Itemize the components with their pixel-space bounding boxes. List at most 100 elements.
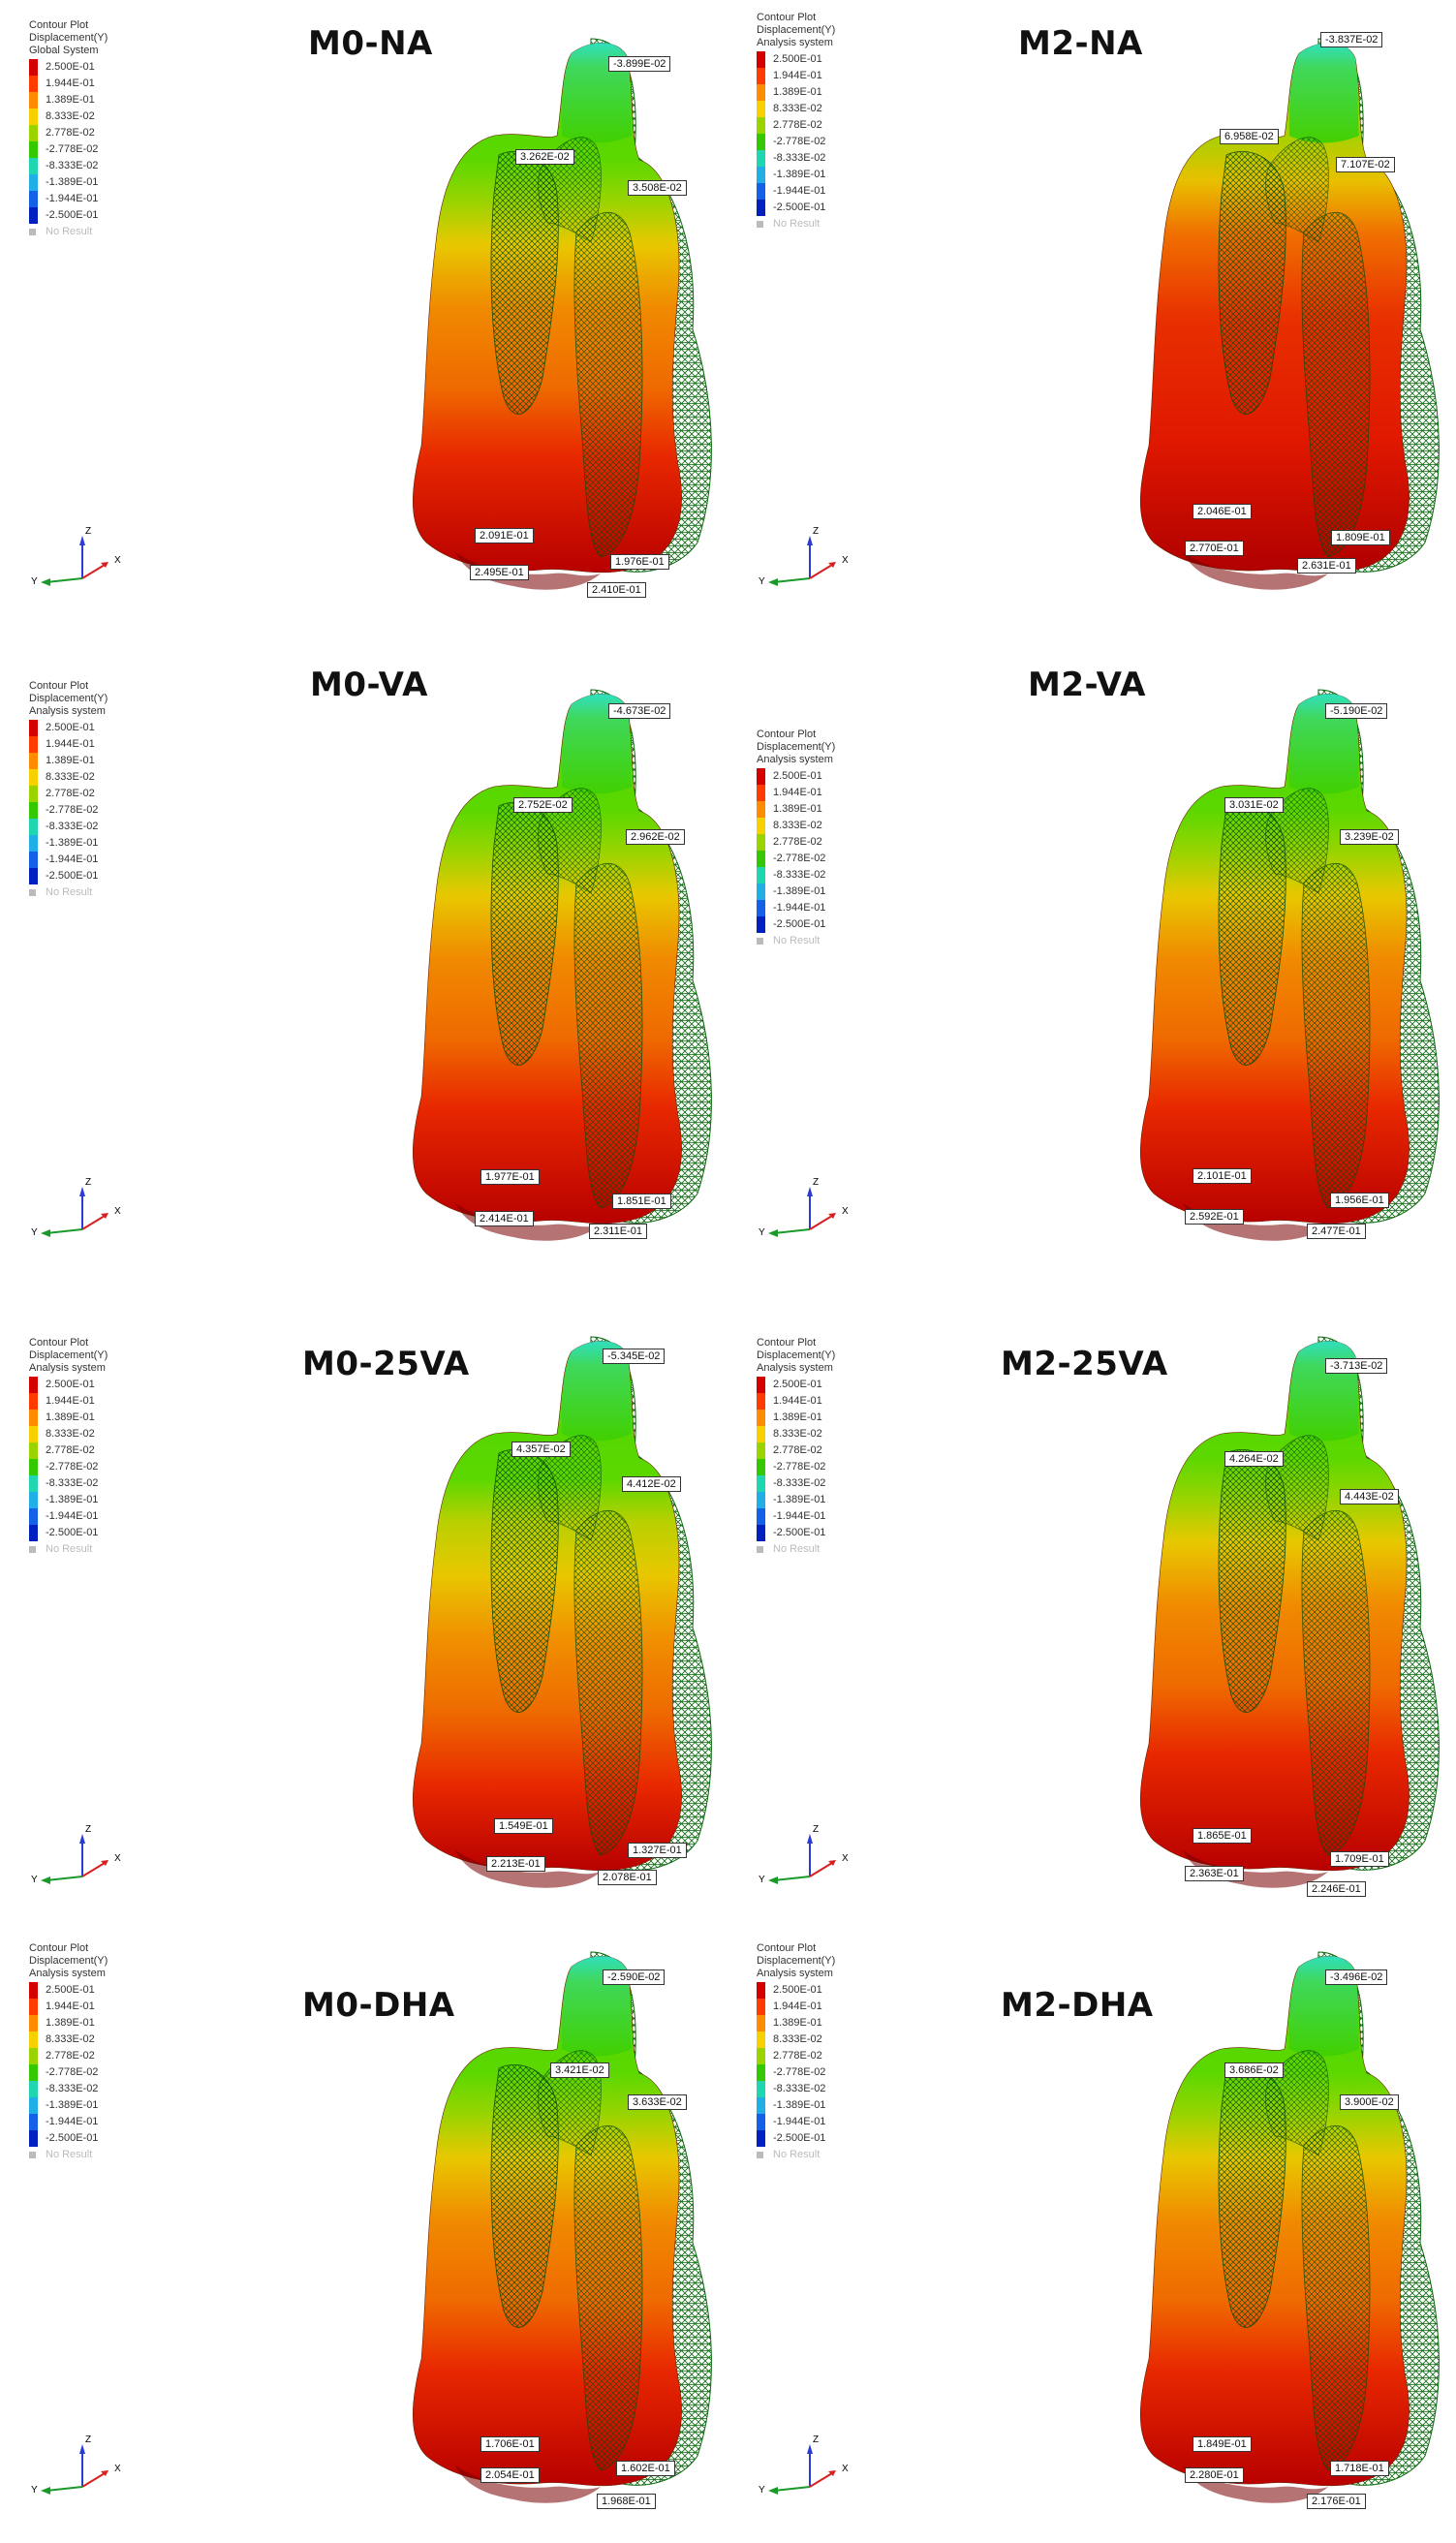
displacement-value-label: 2.176E-01 [1307,2494,1366,2509]
legend-entry: 2.778E-02 [29,125,108,141]
legend-value: -8.333E-02 [46,2083,99,2094]
panel-title: M2-25VA [1001,1345,1168,1383]
legend-header: Contour Plot Displacement(Y) Analysis sy… [757,1337,835,1375]
mesh-crown-top [538,1435,602,1541]
legend-entry: 1.944E-01 [757,68,835,84]
displacement-value-label: 1.851E-01 [612,1194,671,1209]
legend-entry: -8.333E-02 [29,819,108,835]
tooth-contour-model [413,1951,712,2503]
axis-triad: Z Y X [29,1824,126,1904]
legend-swatch [29,1999,38,2015]
x-axis-line [81,564,106,579]
legend-no-result: No Result [757,2147,835,2163]
legend-entry: -1.389E-01 [29,174,108,191]
legend-swatch [29,769,38,786]
legend-header: Contour Plot Displacement(Y) Analysis sy… [757,1942,835,1980]
tooth-contour-model [413,1336,712,1888]
legend-quantity: Displacement(Y) [29,693,108,704]
displacement-value-label: 2.101E-01 [1193,1168,1252,1184]
legend-value: 2.778E-02 [773,2050,822,2062]
legend-swatch [29,59,38,76]
displacement-value-label: 2.631E-01 [1297,558,1356,574]
legend-value: 2.778E-02 [773,1444,822,1456]
legend-value: 1.944E-01 [46,2000,95,2012]
legend-value: 2.500E-01 [773,1379,822,1390]
legend-swatch [29,786,38,802]
displacement-value-label: 1.706E-01 [480,2436,540,2452]
displacement-value-label: 1.718E-01 [1330,2461,1389,2476]
panel-title: M0-25VA [302,1345,470,1383]
legend-swatch [757,2114,765,2130]
legend-quantity: Displacement(Y) [757,24,836,36]
displacement-value-label: 4.443E-02 [1340,1489,1399,1504]
legend-header: Contour Plot Displacement(Y) Analysis sy… [757,729,835,766]
legend-swatch [757,1377,765,1393]
axis-label-x: X [842,1853,849,1864]
legend-entry: -1.389E-01 [757,884,835,900]
y-axis-arrow [41,578,50,586]
axis-label-y: Y [31,1227,38,1238]
legend-no-result: No Result [757,216,835,233]
legend-value: 8.333E-02 [773,1428,822,1440]
legend-system: Analysis system [757,1968,833,1979]
displacement-value-label: 1.709E-01 [1330,1851,1389,1867]
legend-swatch [757,1426,765,1442]
legend-entry: -1.389E-01 [757,167,835,183]
displacement-value-label: 6.958E-02 [1220,129,1279,144]
legend-entry: -2.778E-02 [757,2064,835,2081]
legend-entry: 1.389E-01 [29,92,108,109]
displacement-value-label: 2.246E-01 [1307,1881,1366,1897]
legend-swatch [757,916,765,933]
legend-entry: 1.944E-01 [29,736,108,753]
legend-entry: -2.778E-02 [29,802,108,819]
legend-swatch [29,720,38,736]
legend-entry: -1.944E-01 [29,1508,108,1525]
legend-value: -2.500E-01 [773,918,826,930]
legend-value: -8.333E-02 [773,1477,826,1489]
legend-entry: 2.500E-01 [757,1377,835,1393]
legend-entry: 1.944E-01 [757,1999,835,2015]
x-axis-line [809,1862,833,1877]
legend-swatch [29,852,38,868]
axis-label-x: X [114,1206,121,1217]
legend-swatch [757,2130,765,2147]
legend-entry: -1.389E-01 [757,1492,835,1508]
displacement-value-label: 2.477E-01 [1307,1224,1366,1239]
displacement-value-label: 7.107E-02 [1336,157,1395,172]
legend-value: 2.778E-02 [46,2050,95,2062]
legend-value: -1.389E-01 [773,2099,826,2111]
legend-value: -2.500E-01 [773,2132,826,2144]
legend-value: 1.389E-01 [46,2017,95,2029]
displacement-value-label: 2.280E-01 [1185,2467,1244,2483]
legend-system: Global System [29,45,99,56]
y-axis-arrow [768,1876,778,1884]
legend-entry: 1.389E-01 [757,84,835,101]
mesh-crown-top [1265,137,1329,243]
x-axis-arrow [828,1860,836,1866]
legend-value: -1.389E-01 [773,1494,826,1505]
displacement-value-label: 2.046E-01 [1193,504,1252,519]
displacement-value-label: 3.421E-02 [550,2062,609,2078]
legend-header: Contour Plot Displacement(Y) Analysis sy… [29,1337,108,1375]
axis-label-z: Z [85,2434,92,2445]
legend-value: 1.389E-01 [46,94,95,106]
legend-swatch [757,134,765,150]
legend-value: 1.944E-01 [46,1395,95,1407]
legend-value: -8.333E-02 [46,821,99,832]
legend-swatch [757,1459,765,1475]
legend-swatch [757,1410,765,1426]
legend-swatch [757,2015,765,2031]
legend-swatch [29,736,38,753]
legend-swatch [757,84,765,101]
legend-entry: 2.778E-02 [29,2048,108,2064]
tooth-contour-model [413,689,712,1241]
legend-value: 2.778E-02 [773,119,822,131]
legend-value: -1.944E-01 [773,1510,826,1522]
legend-system: Analysis system [29,1362,106,1374]
axis-triad: Z Y X [757,1824,853,1904]
legend-swatch [757,2031,765,2048]
x-axis-line [81,1215,106,1230]
y-axis-line [773,1876,811,1881]
tooth-contour-model [1140,1336,1440,1888]
legend-swatch [757,900,765,916]
